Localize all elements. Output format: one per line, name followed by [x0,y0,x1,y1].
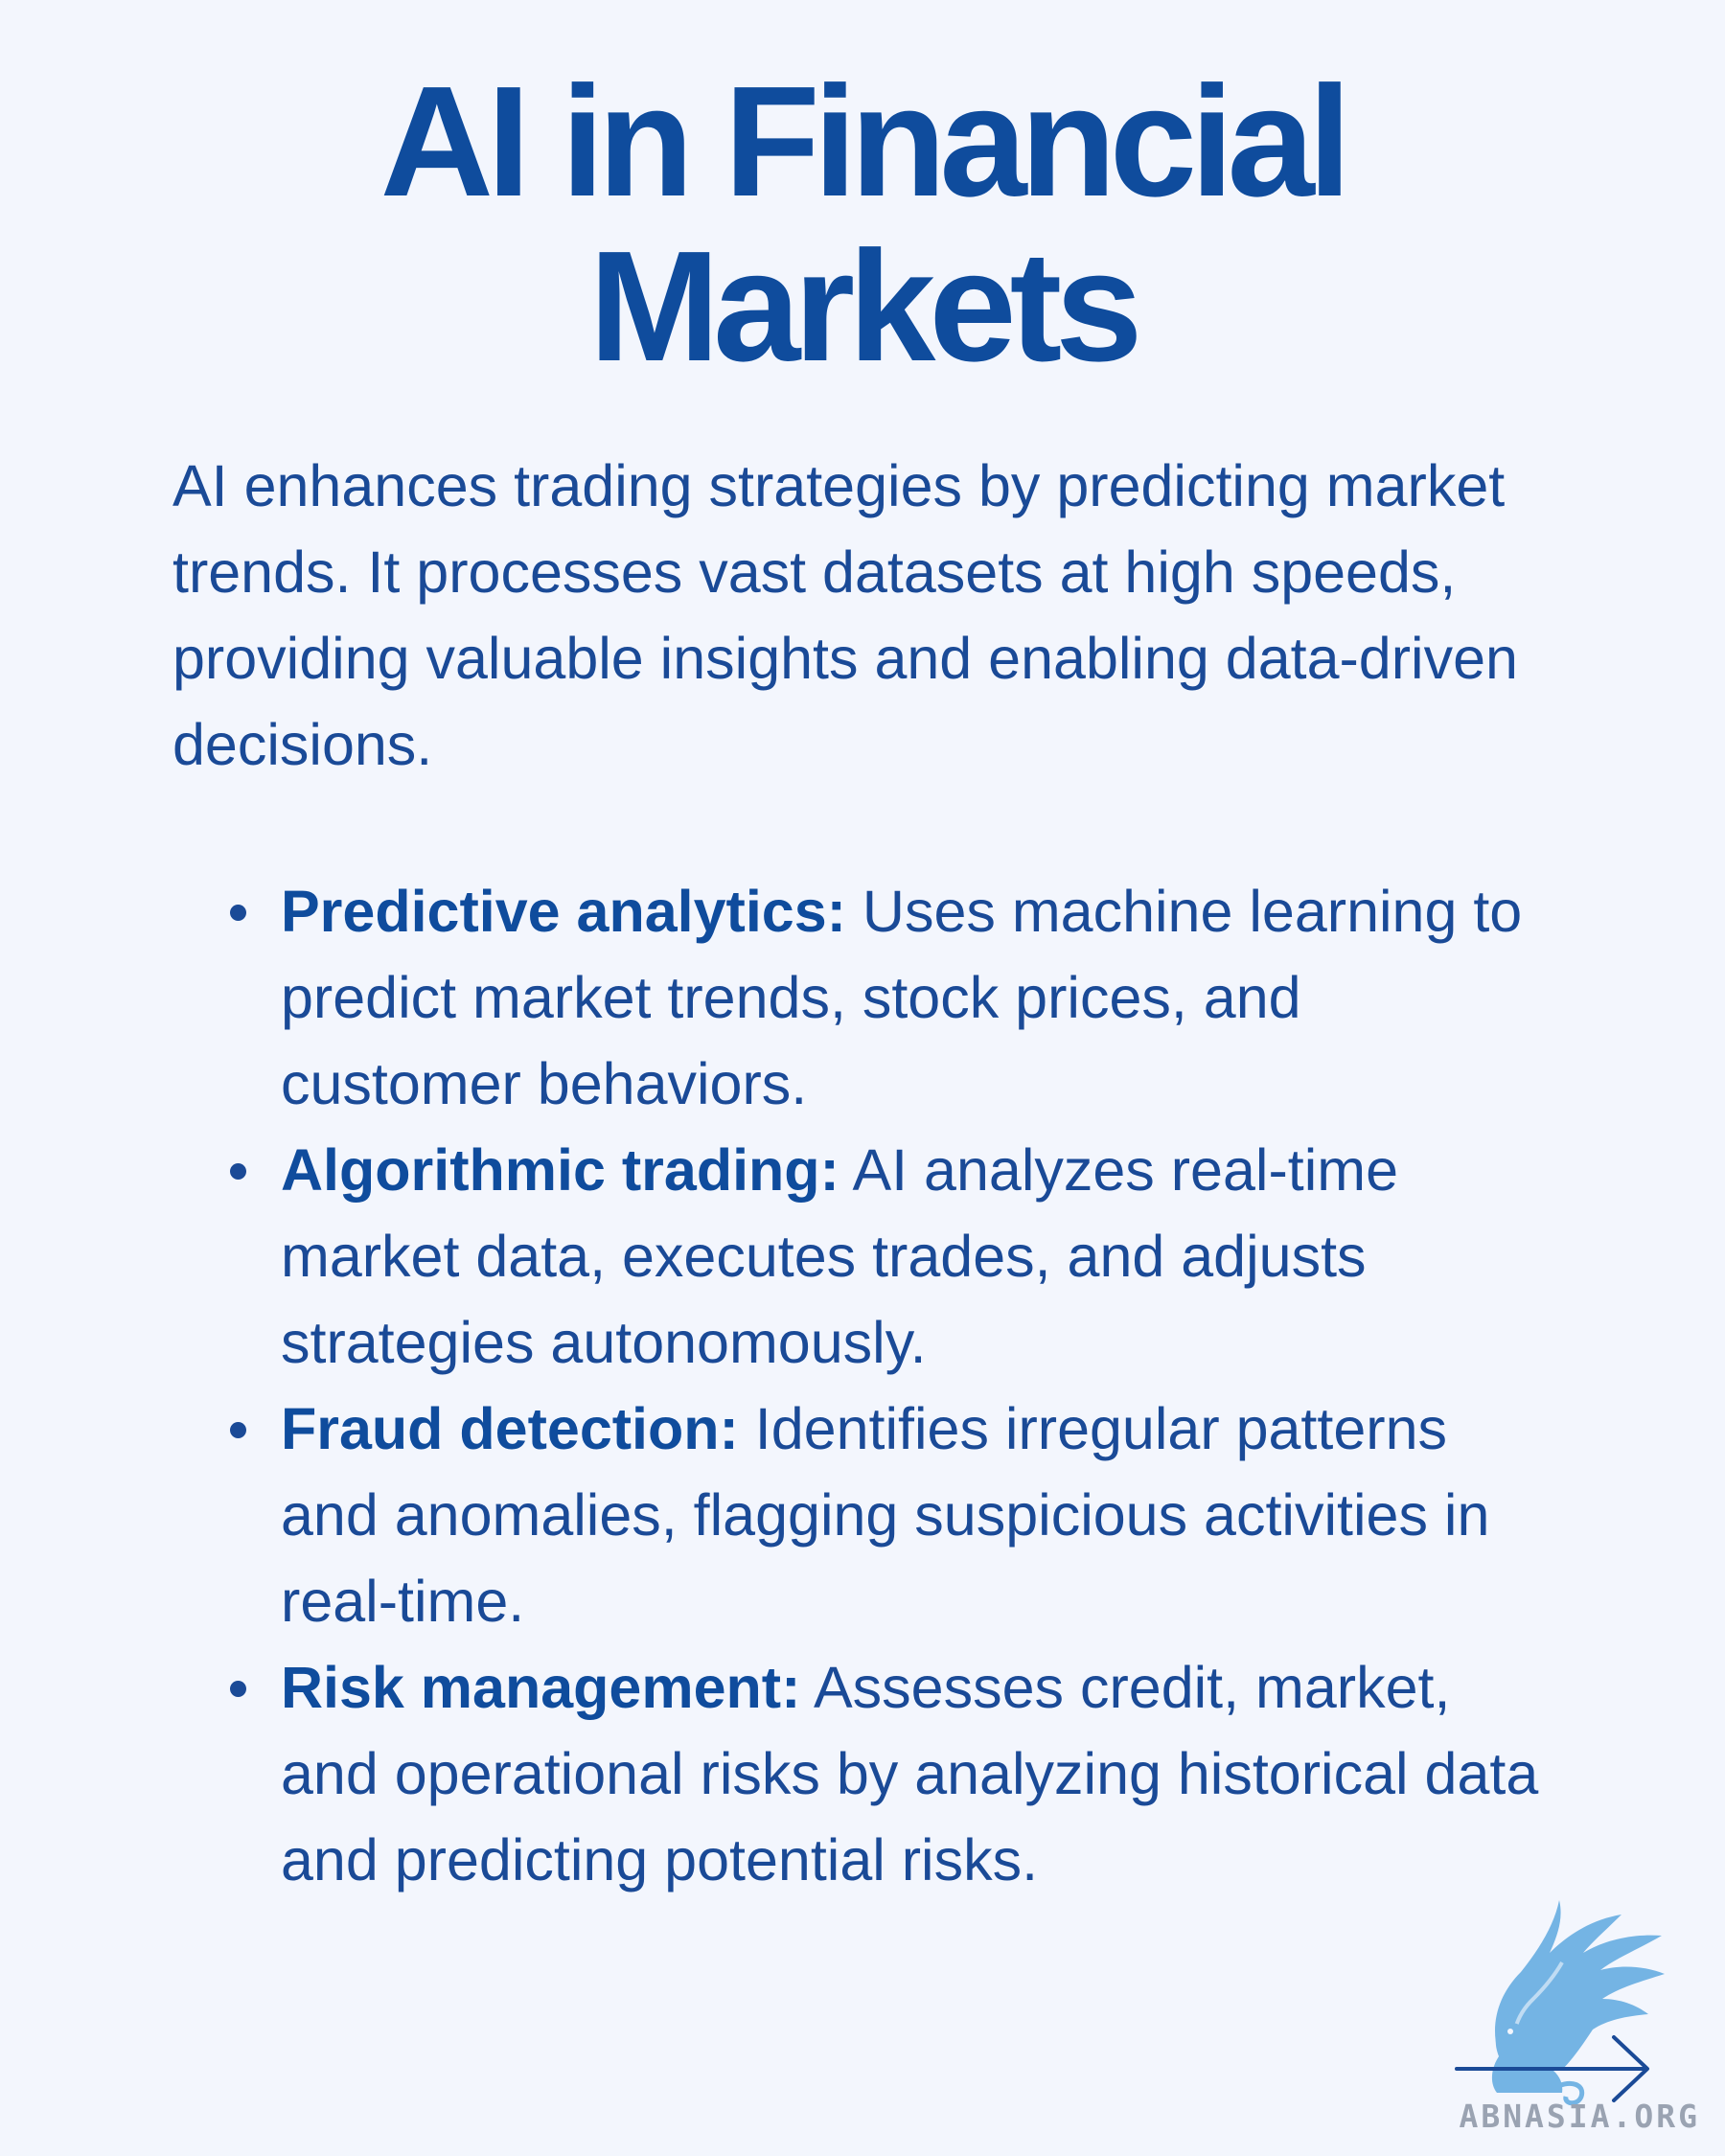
list-item-predictive-analytics: Predictive analytics: Uses machine learn… [230,868,1555,1127]
bullet-text: Uses machine learning to predict market … [281,879,1523,1116]
title-line-1: AI in Financial [380,54,1352,229]
page-title: AI in Financial Markets [0,59,1725,389]
list-item-fraud-detection: Fraud detection: Identifies irregular pa… [230,1386,1555,1644]
bullet-term: Fraud detection: [281,1396,739,1461]
intro-paragraph: AI enhances trading strategies by predic… [172,453,1518,777]
arrow-right-icon [1455,2035,1649,2102]
bullet-term: Risk management: [281,1655,801,1720]
bullet-text: Identifies irregular patterns and anomal… [281,1396,1490,1634]
list-item-risk-management: Risk management: Assesses credit, market… [230,1644,1555,1903]
bullet-term: Predictive analytics: [281,879,846,944]
bullet-text: AI analyzes real-time market data, execu… [281,1137,1399,1375]
bullet-text: Assesses credit, market, and operational… [281,1655,1539,1892]
logo-text: ABNASIA.ORG [1459,2098,1700,2135]
feature-list: Predictive analytics: Uses machine learn… [230,868,1555,1903]
abnasia-logo: ABNASIA.ORG [1449,1895,1708,2145]
list-item-algorithmic-trading: Algorithmic trading: AI analyzes real-ti… [230,1127,1555,1386]
griffin-icon [1491,1900,1665,2106]
bullet-term: Algorithmic trading: [281,1137,840,1203]
title-line-2: Markets [588,218,1143,394]
